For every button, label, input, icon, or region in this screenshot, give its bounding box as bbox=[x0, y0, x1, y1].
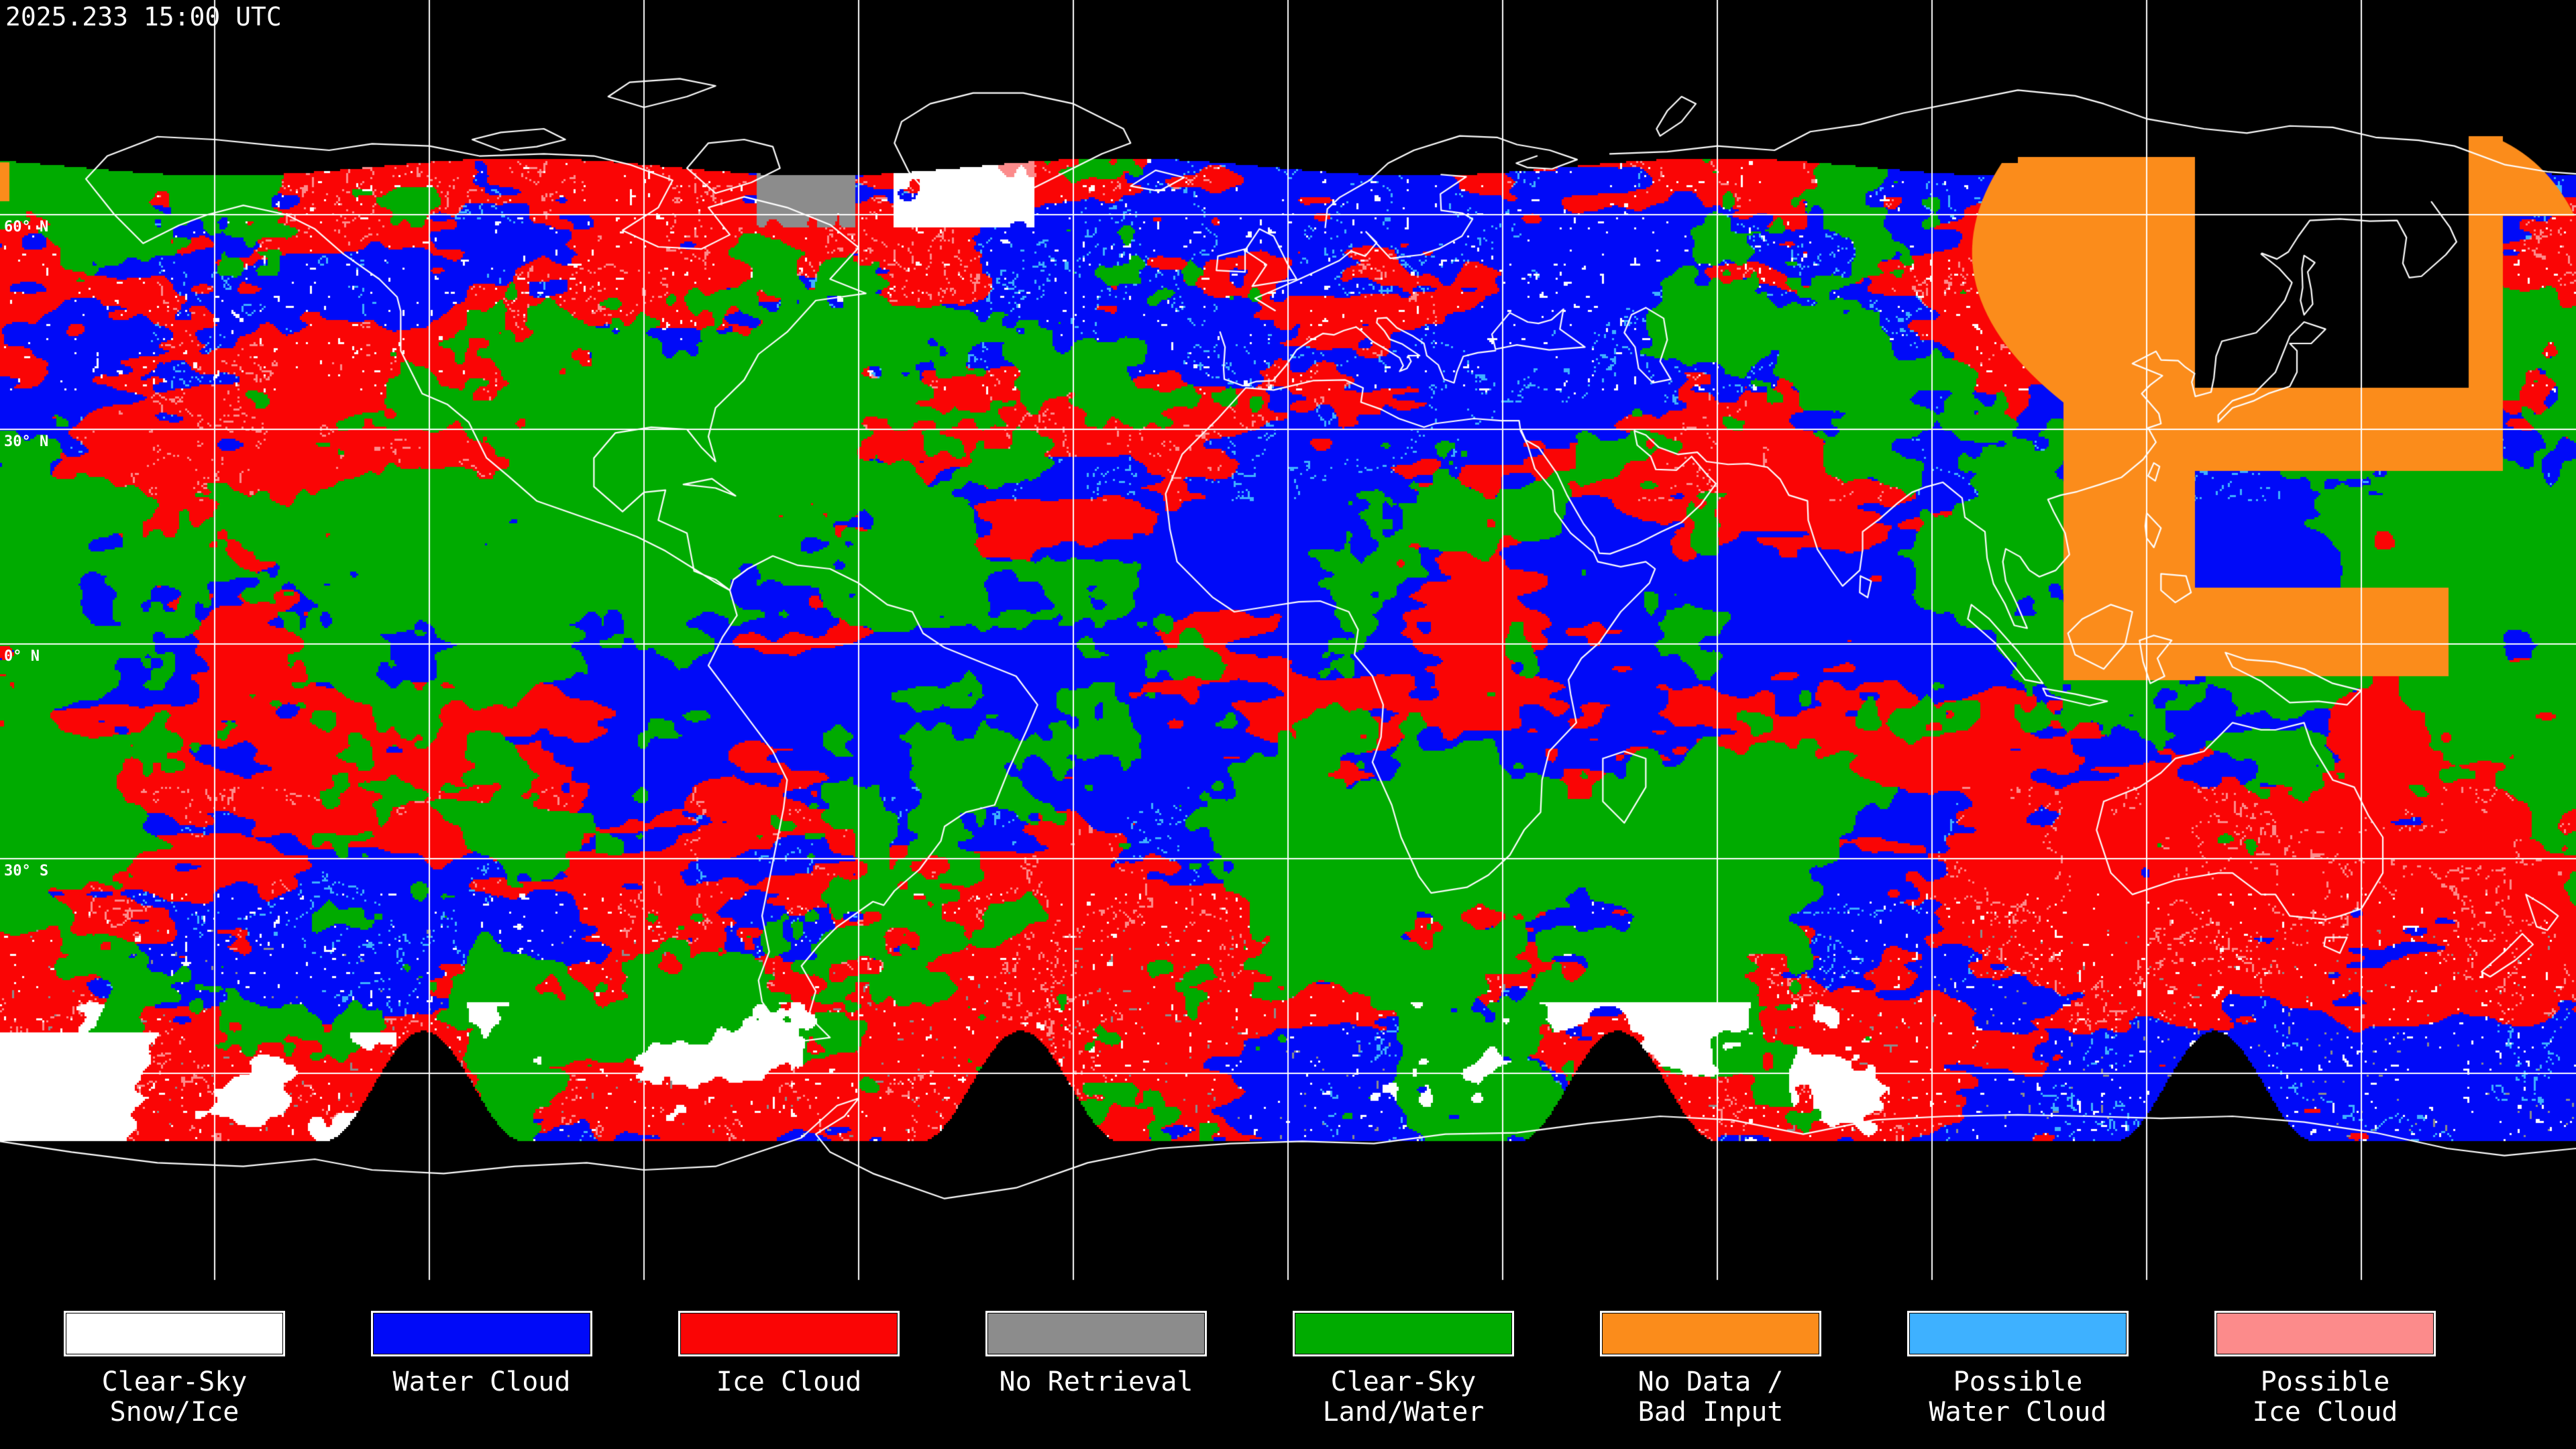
latitude-label: 30° S bbox=[4, 863, 49, 879]
legend-label-ice-cloud: Ice Cloud bbox=[716, 1366, 862, 1397]
legend-swatch-water-cloud bbox=[371, 1311, 592, 1356]
legend-item-ice-cloud: Ice Cloud bbox=[678, 1311, 900, 1397]
legend-swatch-no-retrieval bbox=[985, 1311, 1207, 1356]
legend-swatch-possible-ice-cloud bbox=[2214, 1311, 2436, 1356]
legend-label-clear-sky-land-water: Clear-Sky Land/Water bbox=[1322, 1366, 1485, 1428]
latitude-label: 60° S bbox=[4, 1077, 49, 1094]
legend-label-no-retrieval: No Retrieval bbox=[999, 1366, 1193, 1397]
legend-item-clear-sky-snow-ice: Clear-Sky Snow/Ice bbox=[64, 1311, 285, 1428]
legend-item-water-cloud: Water Cloud bbox=[371, 1311, 592, 1397]
legend-swatch-no-data-bad-input bbox=[1600, 1311, 1821, 1356]
latitude-label: 0° N bbox=[4, 648, 40, 665]
legend-swatch-possible-water-cloud bbox=[1907, 1311, 2129, 1356]
timestamp: 2025.233 15:00 UTC bbox=[5, 2, 282, 32]
legend-label-clear-sky-snow-ice: Clear-Sky Snow/Ice bbox=[101, 1366, 248, 1428]
legend-label-no-data-bad-input: No Data / Bad Input bbox=[1638, 1366, 1784, 1428]
legend-label-possible-water-cloud: Possible Water Cloud bbox=[1929, 1366, 2107, 1428]
legend-item-possible-ice-cloud: Possible Ice Cloud bbox=[2214, 1311, 2436, 1428]
legend-item-no-data-bad-input: No Data / Bad Input bbox=[1600, 1311, 1821, 1428]
legend-label-water-cloud: Water Cloud bbox=[392, 1366, 571, 1397]
legend-swatch-ice-cloud bbox=[678, 1311, 900, 1356]
legend-item-no-retrieval: No Retrieval bbox=[985, 1311, 1207, 1397]
legend-item-possible-water-cloud: Possible Water Cloud bbox=[1907, 1311, 2129, 1428]
latitude-label: 60° N bbox=[4, 219, 49, 235]
legend-item-clear-sky-land-water: Clear-Sky Land/Water bbox=[1293, 1311, 1514, 1428]
legend-label-possible-ice-cloud: Possible Ice Cloud bbox=[2252, 1366, 2398, 1428]
latitude-label: 30° N bbox=[4, 433, 49, 450]
legend-swatch-clear-sky-land-water bbox=[1293, 1311, 1514, 1356]
legend-swatch-clear-sky-snow-ice bbox=[64, 1311, 285, 1356]
